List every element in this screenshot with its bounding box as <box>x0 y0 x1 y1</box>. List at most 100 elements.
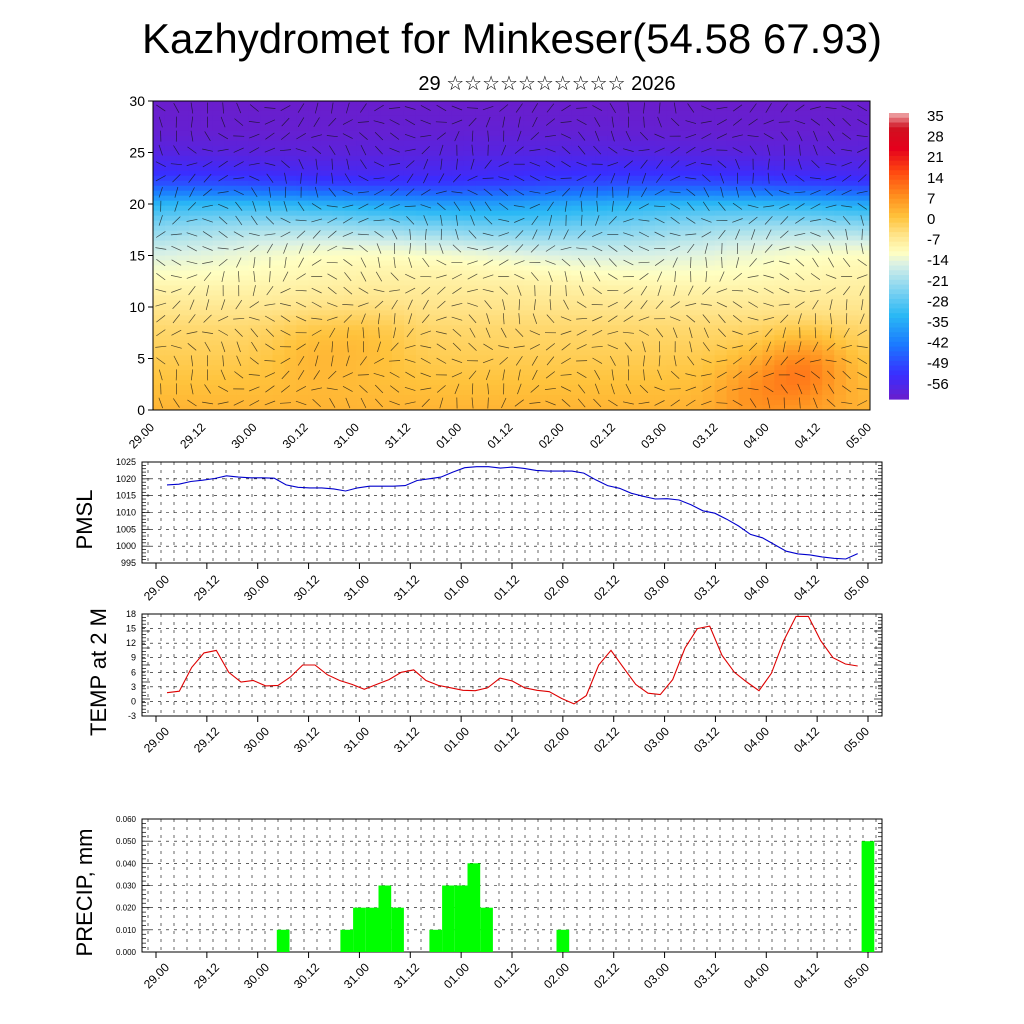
wind-vector <box>654 259 665 266</box>
colorbar-cell <box>889 122 909 128</box>
field-cell <box>272 335 286 341</box>
field-cell <box>595 245 608 252</box>
field-cell <box>523 190 536 197</box>
wind-vector <box>327 286 337 295</box>
field-cell <box>738 101 752 107</box>
field-cell <box>248 355 262 361</box>
field-cell <box>583 265 596 272</box>
field-cell <box>571 350 584 356</box>
wind-vector <box>311 317 323 320</box>
field-cell <box>272 200 286 207</box>
field-cell <box>153 175 166 182</box>
field-cell <box>176 255 190 262</box>
wind-vector <box>562 188 571 197</box>
field-cell <box>642 285 656 291</box>
wind-vector <box>342 119 353 125</box>
field-cell <box>236 235 250 242</box>
field-cell <box>678 195 692 202</box>
field-cell <box>846 165 859 172</box>
field-cell <box>642 110 656 117</box>
wind-vector <box>284 172 287 184</box>
field-cell <box>642 250 656 257</box>
field-cell <box>272 170 286 177</box>
field-cell <box>296 240 309 247</box>
wind-vector <box>518 313 521 325</box>
field-cell <box>654 355 668 361</box>
field-cell <box>810 305 823 311</box>
colorbar-cell <box>889 170 909 176</box>
field-cell <box>595 335 608 341</box>
field-cell <box>846 155 859 162</box>
field-cell <box>834 185 847 192</box>
field-cell <box>523 215 536 222</box>
wind-vector <box>233 147 244 153</box>
field-cell <box>702 110 716 117</box>
wind-vector <box>623 218 634 223</box>
field-cell <box>499 225 513 232</box>
wind-vector <box>529 161 541 167</box>
field-cell <box>559 145 572 152</box>
field-cell <box>332 275 345 282</box>
field-cell <box>595 275 608 282</box>
field-cell <box>356 250 369 257</box>
field-cell <box>403 325 417 331</box>
field-cell <box>666 200 680 207</box>
wind-vector <box>674 271 676 283</box>
field-cell <box>607 220 620 227</box>
field-cell <box>451 195 465 202</box>
field-cell <box>332 280 345 286</box>
field-cell <box>595 365 608 371</box>
y-tick-label: 995 <box>121 558 136 568</box>
wind-vector <box>732 330 743 335</box>
field-cell <box>344 170 357 177</box>
field-cell <box>427 130 441 137</box>
field-cell <box>571 225 584 232</box>
field-cell <box>153 205 166 212</box>
field-cell <box>332 355 345 361</box>
wind-vector <box>389 385 400 393</box>
field-cell <box>810 280 823 286</box>
field-cell <box>463 285 477 291</box>
field-cell <box>188 175 202 182</box>
field-cell <box>284 235 297 242</box>
wind-vector <box>718 201 726 211</box>
wind-vector <box>248 162 260 166</box>
field-cell <box>284 205 297 212</box>
wind-vector <box>295 148 307 153</box>
field-cell <box>834 340 847 346</box>
field-cell <box>583 355 596 361</box>
field-cell <box>547 290 560 296</box>
field-cell <box>678 300 692 306</box>
wind-vector <box>640 187 648 198</box>
field-cell <box>332 335 345 341</box>
field-cell <box>523 285 536 291</box>
field-cell <box>559 190 572 197</box>
field-cell <box>810 145 823 152</box>
field-cell <box>858 280 870 286</box>
field-cell <box>284 220 297 227</box>
wind-vector <box>217 148 229 152</box>
field-cell <box>762 335 775 341</box>
wind-vector <box>451 191 463 194</box>
field-cell <box>631 245 644 252</box>
field-cell <box>726 405 740 410</box>
field-cell <box>822 165 835 172</box>
wind-vector <box>592 329 603 336</box>
wind-vector <box>329 145 336 155</box>
wind-vector <box>560 330 572 335</box>
field-cell <box>212 330 226 336</box>
field-cell <box>153 400 166 406</box>
field-cell <box>499 285 513 291</box>
field-cell <box>571 355 584 361</box>
field-cell <box>702 150 716 157</box>
field-cell <box>690 345 704 351</box>
field-cell <box>368 105 381 112</box>
field-cell <box>583 225 596 232</box>
wind-vector <box>749 398 757 408</box>
field-cell <box>559 260 572 267</box>
field-cell <box>571 335 584 341</box>
field-cell <box>356 220 369 227</box>
field-cell <box>200 140 214 147</box>
wind-vector <box>248 232 260 237</box>
wind-vector <box>611 369 614 381</box>
